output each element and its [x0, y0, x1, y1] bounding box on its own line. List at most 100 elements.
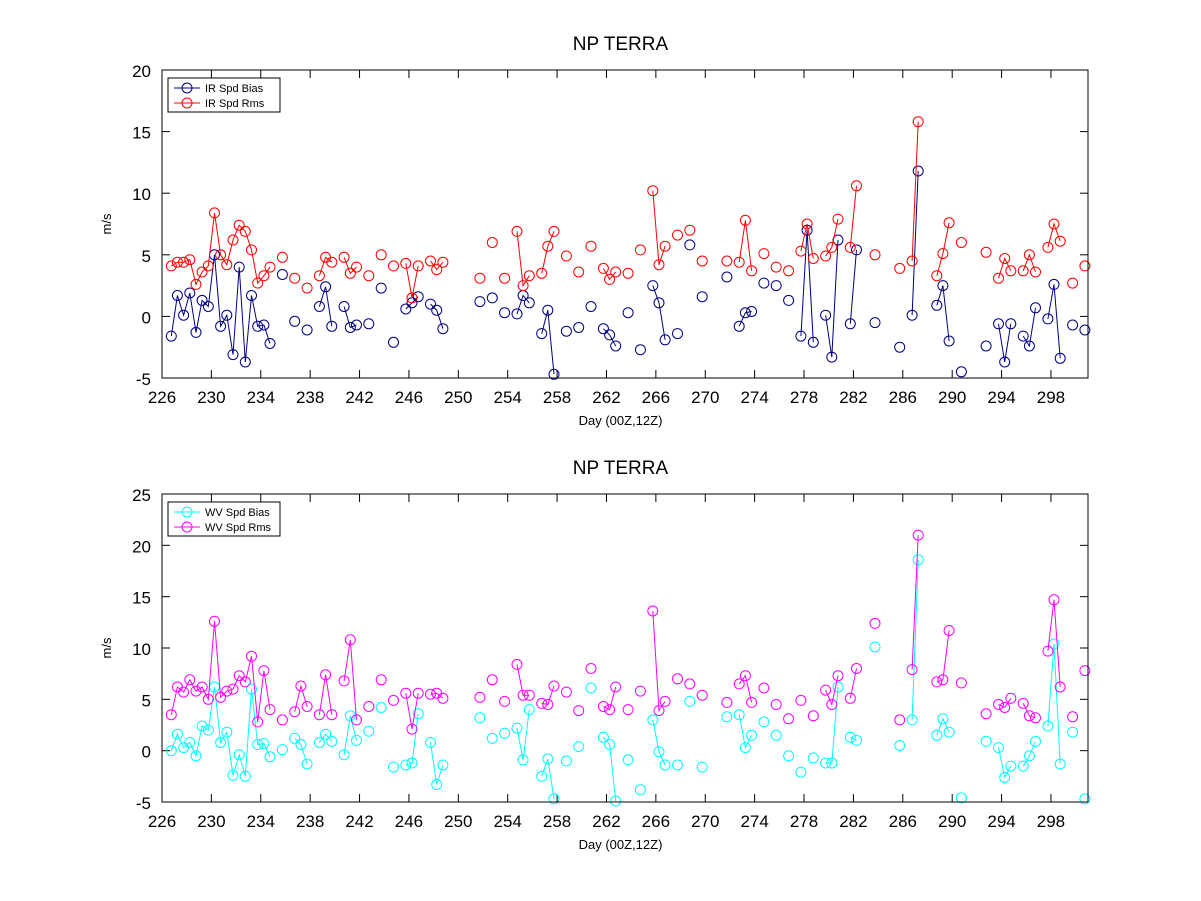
series-line: [936, 222, 950, 276]
data-point: [511, 225, 523, 237]
data-point: [1042, 241, 1054, 253]
data-point: [344, 267, 356, 279]
y-tick-label: -5: [136, 794, 151, 813]
data-point: [295, 680, 307, 692]
data-point: [733, 678, 745, 690]
series-line: [800, 230, 814, 343]
data-point: [832, 681, 844, 693]
data-point: [320, 281, 332, 293]
data-point: [178, 309, 190, 321]
data-point: [937, 280, 949, 292]
data-point: [869, 249, 881, 261]
data-point: [931, 676, 943, 688]
data-point: [832, 213, 844, 225]
legend-entry: WV Spd Rms: [205, 522, 272, 534]
data-point: [869, 317, 881, 329]
data-point: [215, 737, 227, 748]
data-point: [536, 267, 548, 279]
data-point: [536, 770, 548, 782]
data-point: [375, 702, 387, 713]
data-point: [400, 303, 412, 315]
data-point: [523, 270, 535, 282]
data-point: [585, 240, 597, 252]
data-point: [653, 259, 665, 271]
data-point: [672, 328, 683, 340]
data-point: [999, 356, 1011, 368]
data-point: [733, 256, 745, 268]
data-point: [190, 750, 202, 762]
data-point: [1017, 760, 1029, 772]
data-point: [165, 745, 177, 757]
x-tick-label: 258: [543, 812, 571, 831]
data-point: [258, 738, 270, 749]
data-point: [406, 292, 418, 304]
data-point: [807, 752, 819, 764]
y-axis-label: m/s: [99, 213, 114, 234]
data-point: [264, 704, 276, 716]
ir-plot-area: 226 230 234 238 242 246 250 254 258 262 266 270 274 2…: [132, 62, 1091, 407]
data-point: [684, 224, 696, 236]
y-tick-label: 5: [142, 247, 151, 266]
x-tick-label: 242: [345, 388, 373, 407]
series-line: [171, 212, 271, 286]
x-tick-label: 226: [148, 812, 176, 831]
data-point: [672, 229, 683, 241]
data-point: [202, 724, 214, 736]
x-tick-label: 294: [987, 388, 1015, 407]
data-point: [239, 676, 251, 688]
x-tick-label: 282: [839, 388, 867, 407]
data-point: [634, 685, 646, 697]
data-point: [246, 650, 257, 662]
x-tick-label: 234: [247, 812, 275, 831]
ir-speed-panel: NP TERRA Day (00Z,12Z) m/s 226 230 234 238 2…: [99, 34, 1091, 428]
data-point: [542, 753, 554, 765]
data-point: [351, 261, 362, 273]
x-tick-label: 286: [889, 812, 917, 831]
x-tick-label: 266: [642, 812, 670, 831]
data-point: [826, 699, 838, 710]
data-point: [209, 207, 220, 219]
data-point: [622, 307, 634, 319]
data-point: [171, 256, 183, 268]
x-tick-label: 278: [790, 388, 818, 407]
data-point: [178, 256, 190, 268]
data-point: [227, 769, 239, 781]
data-point: [993, 699, 1004, 710]
series-line: [405, 713, 419, 766]
data-point: [826, 241, 838, 253]
data-point: [1067, 277, 1079, 289]
data-point: [388, 336, 399, 348]
data-point: [276, 269, 288, 280]
y-tick-label: 10: [132, 640, 151, 659]
data-point: [326, 735, 338, 747]
y-tick-label: 25: [132, 486, 151, 505]
data-point: [499, 307, 511, 319]
y-tick-label: 20: [132, 62, 151, 81]
data-point: [313, 301, 325, 312]
data-point: [894, 740, 906, 751]
data-point: [1005, 760, 1017, 772]
data-point: [746, 696, 758, 708]
series-line: [318, 286, 333, 327]
data-point: [573, 266, 585, 278]
data-point: [517, 689, 529, 701]
data-point: [1030, 712, 1041, 724]
data-point: [604, 739, 616, 750]
data-point: [190, 326, 202, 338]
data-point: [721, 271, 733, 283]
data-point: [227, 234, 239, 246]
x-tick-label: 270: [691, 388, 719, 407]
data-point: [246, 683, 257, 695]
data-point: [937, 248, 949, 260]
x-tick-label: 238: [296, 388, 324, 407]
data-point: [696, 255, 708, 267]
data-point: [943, 726, 955, 738]
data-point: [943, 217, 955, 229]
data-point: [560, 325, 572, 337]
x-tick-label: 274: [740, 812, 768, 831]
data-point: [474, 691, 486, 703]
series-line: [1047, 222, 1061, 248]
wv-plot-area: 226 230 234 238 242 246 250 254 258 262 266 270 274 2…: [132, 486, 1091, 831]
series-line: [541, 310, 555, 375]
